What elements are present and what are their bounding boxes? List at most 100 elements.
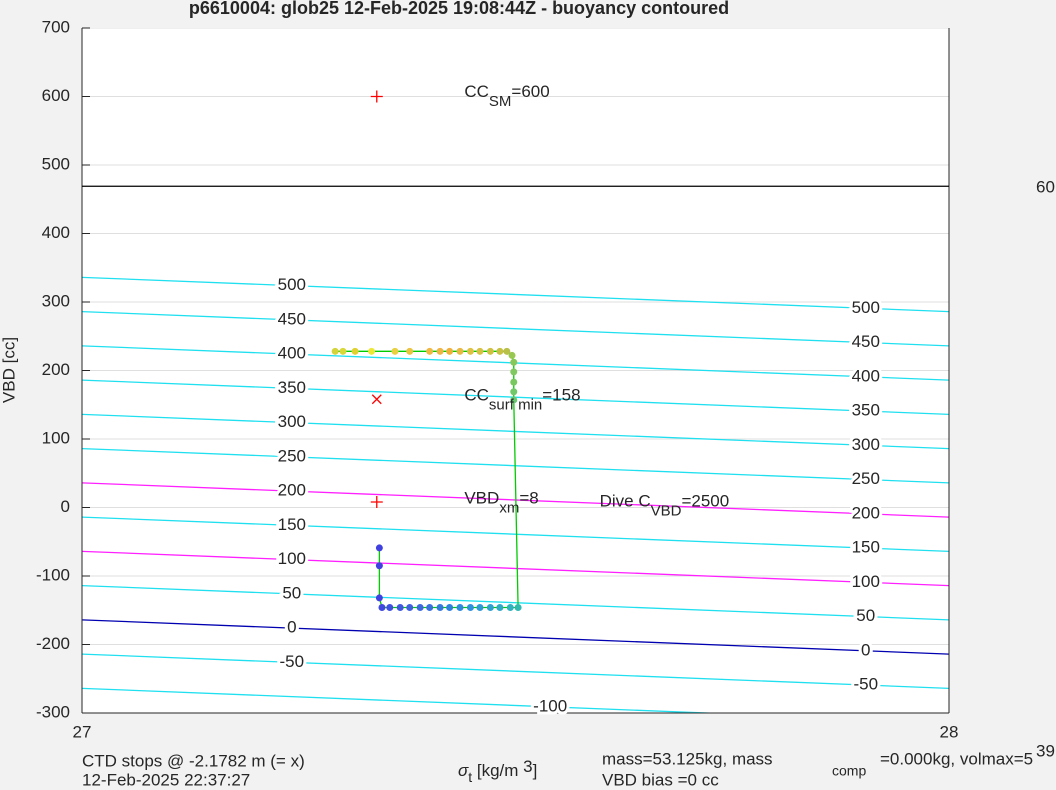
data-point <box>375 544 383 552</box>
data-point <box>510 388 518 396</box>
data-point <box>503 347 511 355</box>
data-point <box>506 604 514 612</box>
footer-text: 12-Feb-2025 22:37:27 <box>82 770 250 789</box>
x-axis-label: σt [kg/m 3] <box>458 757 537 784</box>
x-label-sub: t <box>468 769 472 785</box>
data-point <box>351 347 359 355</box>
y-tick-label: 700 <box>42 17 70 36</box>
contour-label: 350 <box>852 401 880 420</box>
footer-text: comp <box>832 763 866 779</box>
annotation-sub: SM <box>489 93 512 110</box>
contour-label: 100 <box>852 572 880 591</box>
x-label-unit: [kg/m <box>472 761 523 780</box>
contour-line <box>82 310 949 347</box>
contour-label: 150 <box>278 515 306 534</box>
contour-line <box>82 687 723 713</box>
x-label-sup: 3 <box>523 757 532 776</box>
y-tick-label: 200 <box>42 360 70 379</box>
y-tick-label: 100 <box>42 428 70 447</box>
marker <box>370 496 383 509</box>
annotation-sub: VBD <box>651 503 682 520</box>
data-point <box>331 347 339 355</box>
data-point <box>368 347 376 355</box>
data-point <box>508 351 516 359</box>
annotation-text: VBD <box>464 489 499 508</box>
annotation: CCSM=600 <box>464 83 549 110</box>
data-point <box>436 604 444 612</box>
contour-line <box>82 584 949 621</box>
data-point <box>510 358 518 366</box>
data-point <box>466 604 474 612</box>
y-tick-label: 500 <box>42 154 70 173</box>
contour-label: 50 <box>282 583 301 602</box>
y-tick-label: 400 <box>42 223 70 242</box>
data-point <box>510 378 518 386</box>
annotation: Dive CVBD=2500 <box>600 492 730 519</box>
data-point <box>496 347 504 355</box>
data-point <box>391 347 399 355</box>
contour-line <box>82 413 949 450</box>
data-point <box>406 347 414 355</box>
data-point <box>466 347 474 355</box>
contour-label: 200 <box>278 481 306 500</box>
x-tick-label: 28 <box>940 722 959 741</box>
data-point <box>514 604 522 612</box>
contour-label: 450 <box>278 309 306 328</box>
contour-label: 100 <box>278 549 306 568</box>
annotation: VBDxm=8 <box>464 489 538 516</box>
contour-line <box>82 276 949 313</box>
contour-label: -100 <box>533 696 567 715</box>
data-point <box>486 347 494 355</box>
x-tick-label: 27 <box>73 722 92 741</box>
contour-label: -50 <box>280 652 305 671</box>
contour-label: 250 <box>278 446 306 465</box>
footer-text: VBD bias =0 cc <box>602 770 719 789</box>
contour-label: 500 <box>852 298 880 317</box>
contour-label: 400 <box>852 366 880 385</box>
data-point <box>456 604 464 612</box>
annotation-text: CC <box>464 83 489 102</box>
contour-label: -50 <box>853 675 878 694</box>
y-tick-label: 300 <box>42 291 70 310</box>
data-point <box>476 604 484 612</box>
annotation-rest: =158 <box>542 386 580 405</box>
annotation: CCsurf min=158 <box>464 386 580 413</box>
data-point <box>396 604 404 612</box>
data-point <box>496 604 504 612</box>
contour-line <box>82 550 949 587</box>
data-point <box>416 604 424 612</box>
contour-line <box>82 653 949 689</box>
contour-line <box>82 619 949 655</box>
y-tick-label: -200 <box>36 634 70 653</box>
data-point <box>446 604 454 612</box>
data-point <box>426 347 434 355</box>
x-label-symbol: σ <box>458 761 469 780</box>
y-tick-label: -300 <box>36 702 70 721</box>
right-label: 60 <box>1036 177 1055 196</box>
annotation-rest: =8 <box>519 489 538 508</box>
contour-label: 200 <box>852 503 880 522</box>
data-point <box>436 347 444 355</box>
footer-text: mass=53.125kg, mass <box>602 749 773 768</box>
annotation-text: CC <box>464 386 489 405</box>
data-point <box>386 604 394 612</box>
y-axis-label: VBD [cc] <box>0 337 18 403</box>
data-point <box>510 368 518 376</box>
data-point <box>476 347 484 355</box>
contour-label: 250 <box>852 469 880 488</box>
data-point <box>510 396 518 404</box>
data-point <box>486 604 494 612</box>
data-point <box>446 347 454 355</box>
annotation-rest: =2500 <box>681 492 729 511</box>
footer-text: CTD stops @ -2.1782 m (= x) <box>82 751 305 770</box>
contour-label: 150 <box>852 538 880 557</box>
x-label-close: ] <box>533 761 538 780</box>
contour-label: 50 <box>856 606 875 625</box>
marker <box>370 90 383 103</box>
annotation-text: Dive C <box>600 492 651 511</box>
y-tick-label: 600 <box>42 86 70 105</box>
data-point <box>426 604 434 612</box>
data-point <box>406 604 414 612</box>
data-point <box>378 604 386 612</box>
